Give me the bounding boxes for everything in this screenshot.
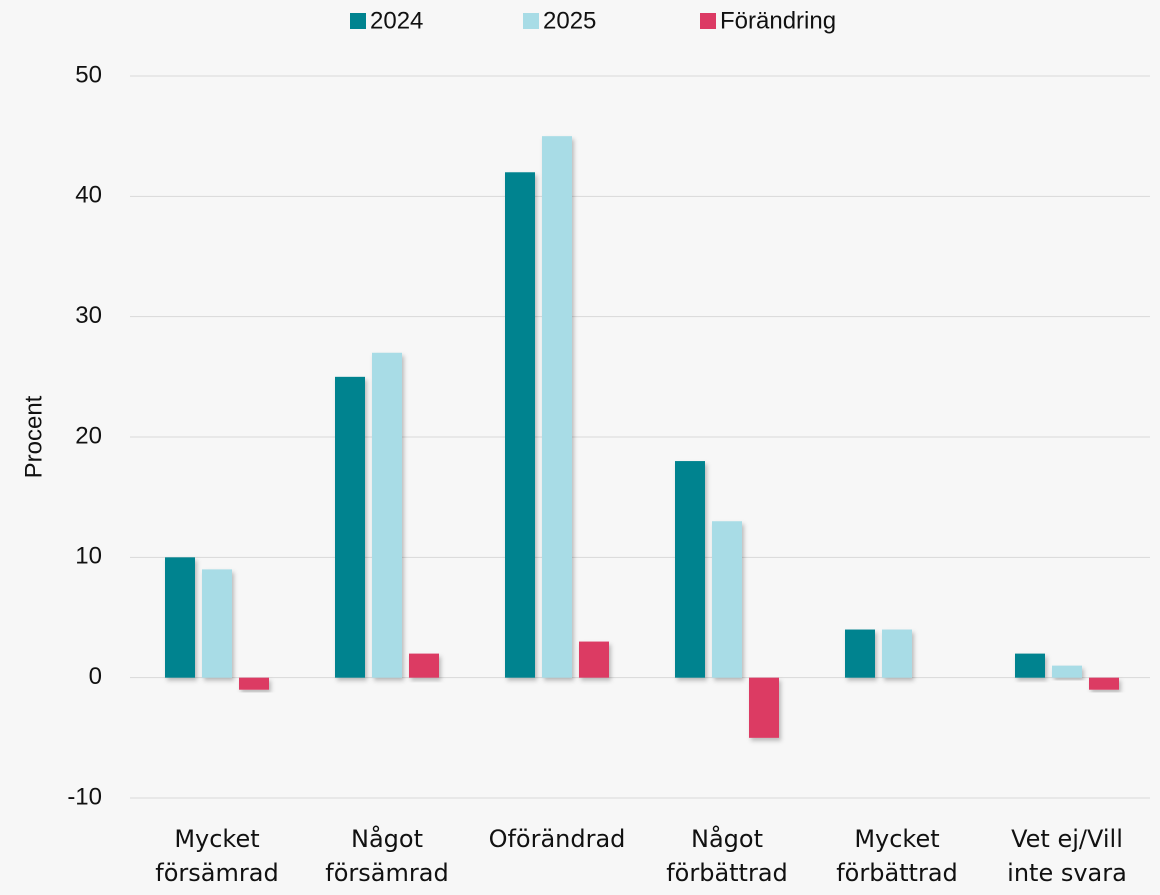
x-tick-label: Något försämrad: [325, 825, 449, 887]
bar: [579, 641, 609, 678]
bar: [239, 677, 269, 690]
bar: [165, 557, 195, 678]
bar: [749, 677, 779, 738]
y-axis-label: Procent: [20, 395, 47, 478]
legend-label: 2025: [543, 7, 596, 34]
bar: [712, 521, 742, 678]
bar: [1052, 665, 1082, 678]
legend-swatch: [350, 13, 366, 29]
y-tick-label: 40: [75, 182, 102, 209]
y-tick-label: 50: [75, 61, 102, 88]
x-tick-label: Mycket förbättrad: [836, 825, 958, 887]
bar: [882, 629, 912, 678]
x-tick-label: Oförändrad: [488, 825, 626, 853]
bar: [1015, 653, 1045, 678]
legend-label: Förändring: [720, 7, 836, 34]
y-tick-label: 10: [75, 543, 102, 570]
bar: [1089, 677, 1119, 690]
bar: [372, 352, 402, 678]
y-tick-label: 0: [89, 663, 102, 690]
y-tick-label: 30: [75, 302, 102, 329]
bar: [335, 376, 365, 678]
legend-label: 2024: [370, 7, 423, 34]
bar: [675, 461, 705, 678]
bar: [202, 569, 232, 678]
bar: [505, 172, 535, 678]
bar: [409, 653, 439, 678]
legend-swatch: [523, 13, 539, 29]
x-tick-label: Något förbättrad: [666, 825, 788, 887]
bar: [542, 136, 572, 678]
x-tick-label: Vet ej/Vill inte svara: [1007, 825, 1127, 887]
y-tick-label: -10: [67, 783, 102, 810]
legend-swatch: [700, 13, 716, 29]
y-tick-label: 20: [75, 422, 102, 449]
x-tick-label: Mycket försämrad: [155, 825, 279, 887]
bar: [845, 629, 875, 678]
